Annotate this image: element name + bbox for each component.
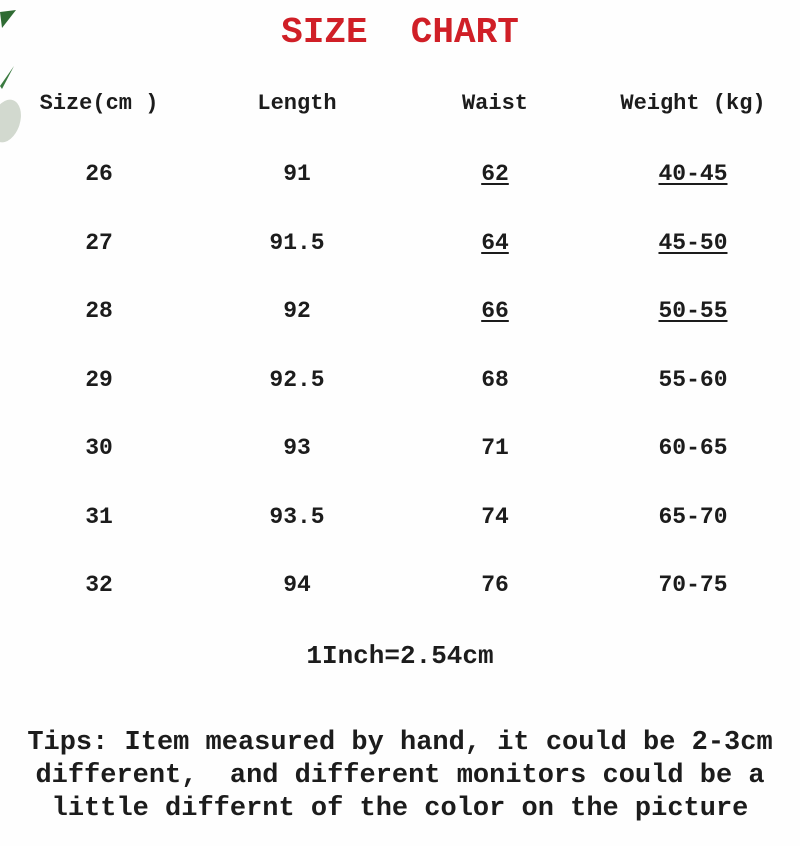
table-row: 29 92.5 68 55-60 bbox=[0, 346, 792, 415]
page-title: SIZE CHART bbox=[281, 12, 519, 53]
tips-line: different, and different monitors could … bbox=[35, 760, 765, 791]
table-row: 30 93 71 60-65 bbox=[0, 414, 792, 483]
size-cell: 29 bbox=[85, 366, 113, 393]
table-row: 28 92 66 50-55 bbox=[0, 277, 792, 346]
column-header-size: Size(cm ) bbox=[39, 90, 159, 116]
table-row: 32 94 76 70-75 bbox=[0, 551, 792, 620]
column-header-waist: Waist bbox=[461, 90, 528, 116]
weight-cell: 60-65 bbox=[658, 435, 728, 462]
weight-cell: 50-55 bbox=[658, 298, 728, 325]
weight-cell: 55-60 bbox=[658, 366, 728, 393]
size-cell: 31 bbox=[85, 503, 113, 530]
tips-line: little differnt of the color on the pict… bbox=[51, 793, 749, 824]
size-cell: 28 bbox=[85, 298, 113, 325]
table-header-row: Size(cm ) Length Waist Weight (kg) bbox=[0, 85, 792, 121]
column-header-length: Length bbox=[257, 90, 337, 116]
table-row: 27 91.5 64 45-50 bbox=[0, 209, 792, 278]
waist-cell: 68 bbox=[481, 366, 509, 393]
length-cell: 93 bbox=[283, 435, 311, 462]
waist-cell: 76 bbox=[481, 572, 509, 599]
length-cell: 94 bbox=[283, 572, 311, 599]
tips-paragraph: Tips: Item measured by hand, it could be… bbox=[0, 727, 800, 826]
length-cell: 92.5 bbox=[269, 366, 325, 393]
tips-line: Tips: Item measured by hand, it could be… bbox=[27, 727, 773, 758]
size-cell: 32 bbox=[85, 572, 113, 599]
weight-cell: 45-50 bbox=[658, 229, 728, 256]
length-cell: 93.5 bbox=[269, 503, 325, 530]
weight-cell: 65-70 bbox=[658, 503, 728, 530]
waist-cell: 62 bbox=[481, 161, 509, 188]
table-row: 26 91 62 40-45 bbox=[0, 140, 792, 209]
weight-cell: 40-45 bbox=[658, 161, 728, 188]
column-header-weight: Weight (kg) bbox=[620, 90, 766, 116]
length-cell: 92 bbox=[283, 298, 311, 325]
waist-cell: 74 bbox=[481, 503, 509, 530]
size-table: 26 91 62 40-45 27 91.5 64 45-50 28 92 66… bbox=[0, 140, 800, 620]
inch-conversion-note: 1Inch=2.54cm bbox=[306, 640, 494, 671]
waist-cell: 66 bbox=[481, 298, 509, 325]
size-cell: 26 bbox=[85, 161, 113, 188]
weight-cell: 70-75 bbox=[658, 572, 728, 599]
length-cell: 91 bbox=[283, 161, 311, 188]
waist-cell: 64 bbox=[481, 229, 509, 256]
size-cell: 27 bbox=[85, 229, 113, 256]
size-chart-page: SIZE CHART Size(cm ) Length Waist Weight… bbox=[0, 10, 800, 846]
length-cell: 91.5 bbox=[269, 229, 325, 256]
size-cell: 30 bbox=[85, 435, 113, 462]
waist-cell: 71 bbox=[481, 435, 509, 462]
table-row: 31 93.5 74 65-70 bbox=[0, 483, 792, 552]
